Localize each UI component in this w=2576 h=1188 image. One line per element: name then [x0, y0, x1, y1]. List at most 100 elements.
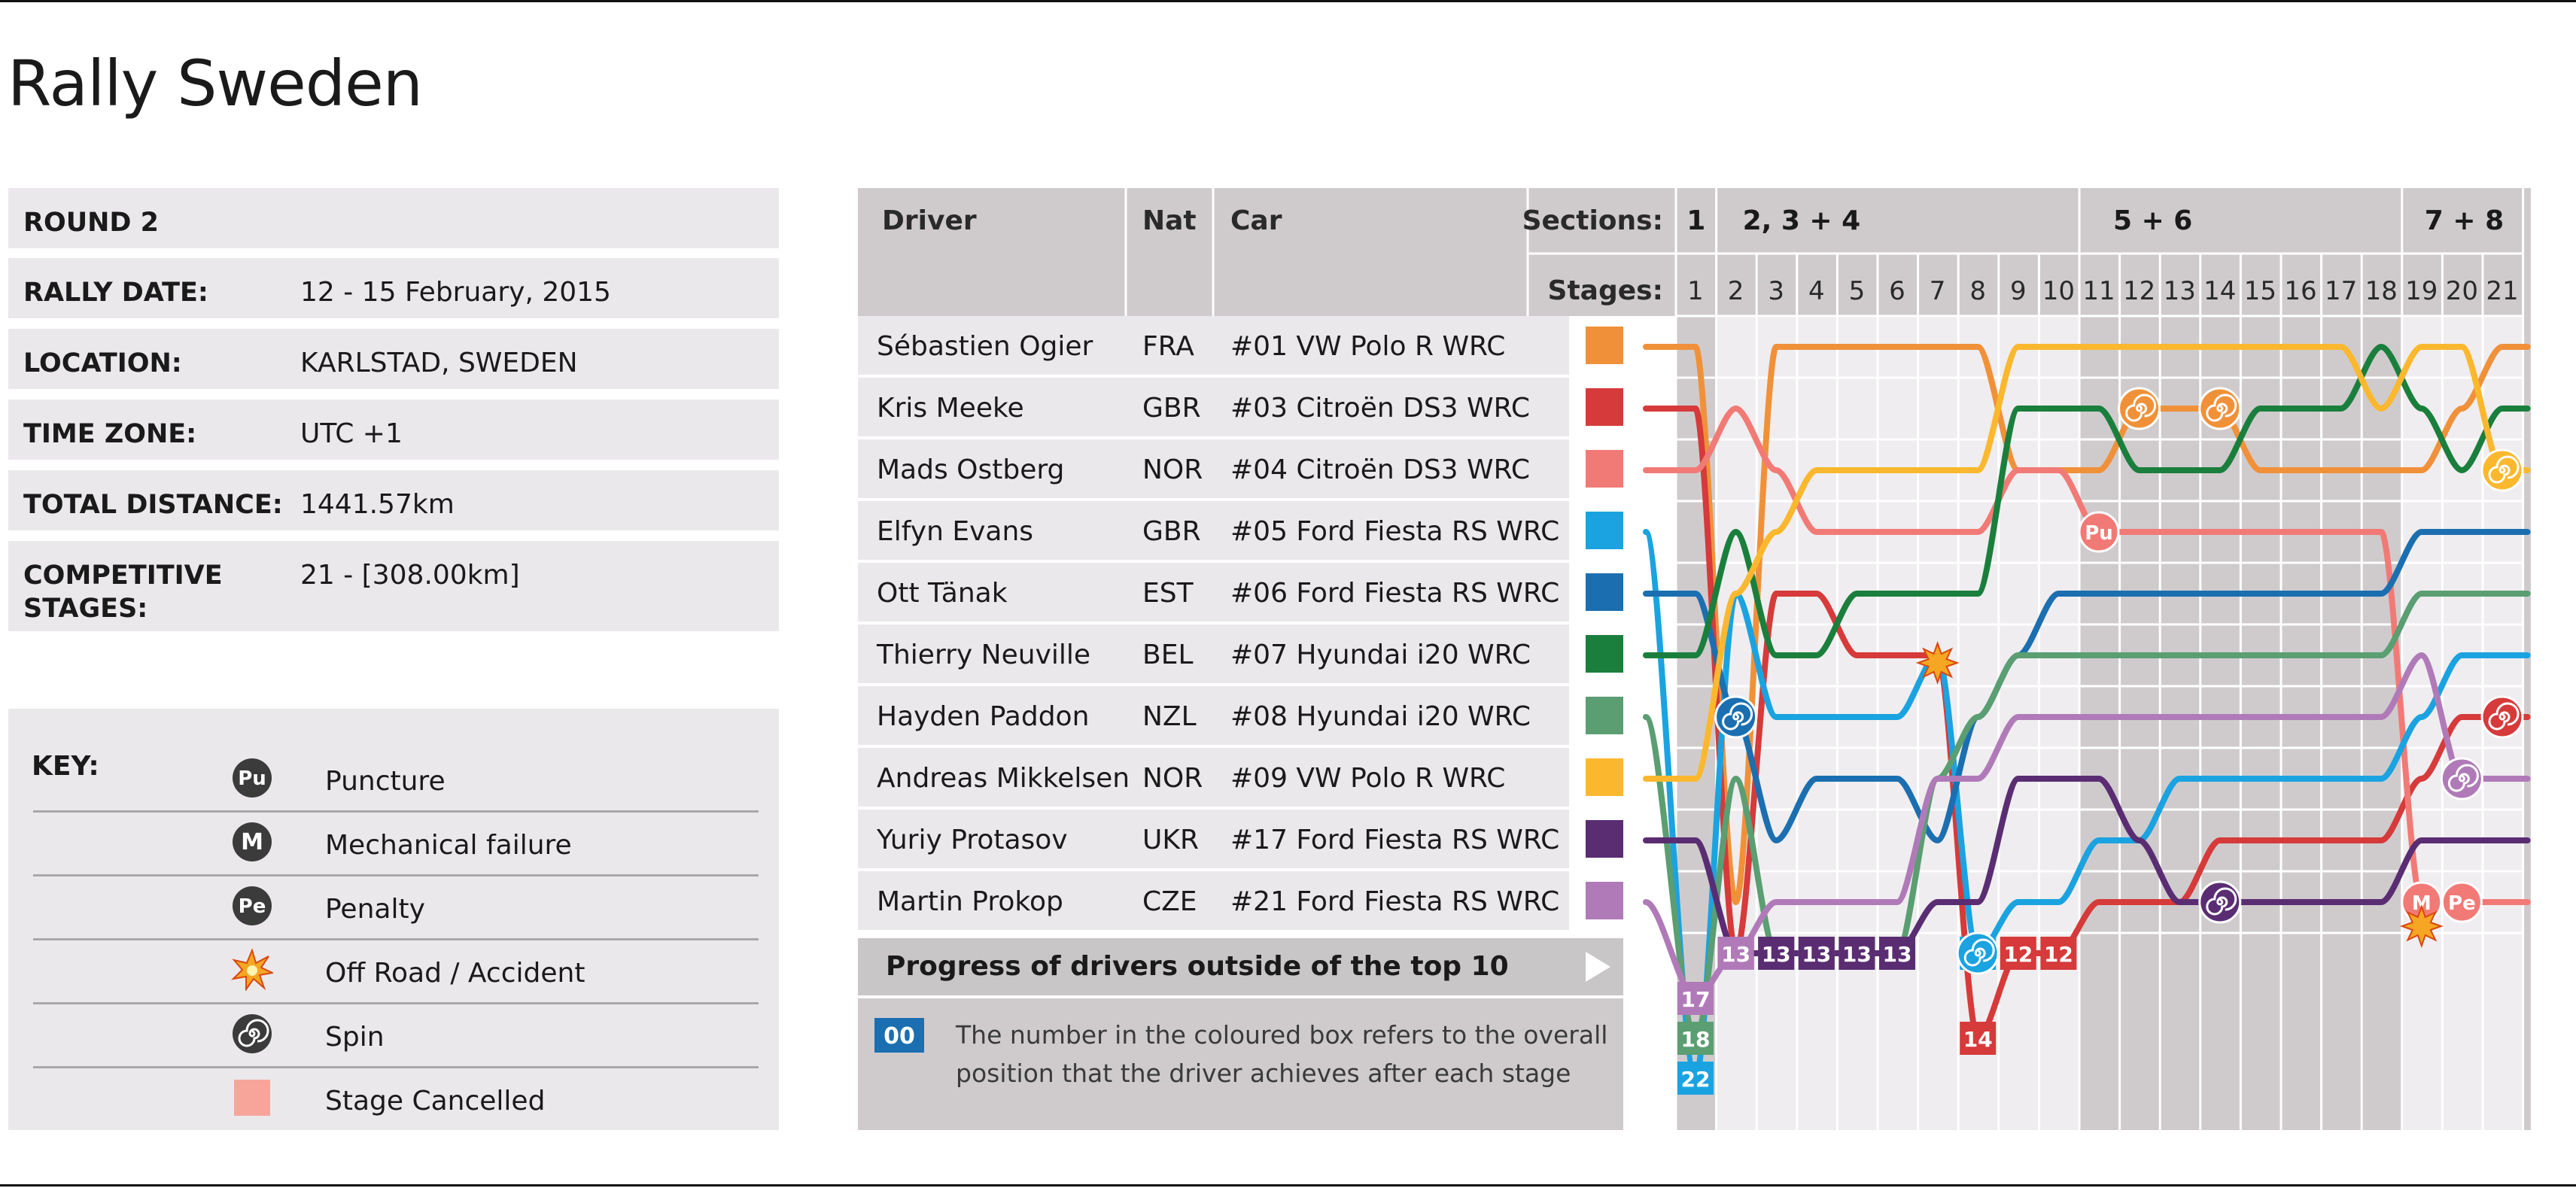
table-row — [858, 624, 1569, 683]
puncture-icon — [2078, 511, 2120, 553]
info-time-zone-value: UTC +1 — [300, 418, 403, 449]
stage-tick-label: 18 — [2365, 276, 2398, 306]
penalty-icon: Pe — [233, 886, 272, 925]
spin-icon-swirl — [1722, 702, 1753, 731]
penalty-icon — [2441, 881, 2483, 923]
play-arrow-icon — [1586, 952, 1610, 982]
spin-icon-swirl — [2488, 455, 2520, 484]
key-label-mechanical: Mechanical failure — [325, 830, 572, 861]
outside-position-box — [1758, 937, 1795, 970]
driver-color-box — [1586, 388, 1623, 426]
table-row — [858, 686, 1569, 745]
header-stages: Stages: — [1548, 275, 1663, 306]
accident-icon — [1915, 641, 1960, 685]
driver-color-box — [1586, 882, 1623, 919]
spin-icon-swirl — [2488, 702, 2520, 731]
outside-position-box — [2000, 937, 2036, 970]
outside-position-label: 13 — [1842, 942, 1872, 967]
stage-tick-label: 11 — [2082, 276, 2115, 306]
top-rule — [0, 0, 2576, 2]
info-location-label: LOCATION: — [23, 348, 182, 378]
svg-text:Pe: Pe — [239, 895, 266, 918]
key-title: KEY: — [32, 751, 99, 782]
outside-position-box — [2040, 937, 2077, 970]
spin-icon-swirl — [2206, 887, 2237, 916]
key-label-accident: Off Road / Accident — [325, 958, 585, 989]
driver-name: Martin Prokop — [877, 886, 1063, 917]
info-round: ROUND 2 — [8, 188, 779, 248]
driver-nat: NOR — [1142, 763, 1203, 794]
driver-name: Hayden Paddon — [877, 701, 1089, 732]
outside-position-label: 18 — [1681, 1027, 1711, 1052]
driver-car: #08 Hyundai i20 WRC — [1230, 701, 1531, 732]
outside-top10-bar — [858, 938, 1623, 995]
page-title: Rally Sweden — [8, 47, 423, 120]
position-label: 8 — [2538, 765, 2554, 794]
legend-note-line-1: The number in the coloured box refers to… — [955, 1020, 1607, 1050]
outside-position-label: 12 — [2044, 942, 2073, 967]
position-label: 6 — [2538, 642, 2554, 670]
accident-icon — [2399, 904, 2444, 948]
key-label-penalty: Penalty — [325, 894, 425, 925]
table-row — [858, 563, 1569, 621]
driver-name: Kris Meeke — [877, 393, 1024, 424]
stage-tick-label: 16 — [2284, 276, 2316, 306]
driver-color-box — [1586, 697, 1623, 734]
outside-position-box — [1717, 937, 1754, 970]
info-round-label: ROUND 2 — [23, 208, 160, 238]
puncture-icon-label: Pu — [2085, 522, 2113, 545]
stage-tick-label: 1 — [1687, 276, 1704, 306]
outside-position-box — [1838, 937, 1875, 970]
spin-icon-swirl — [2125, 393, 2157, 422]
driver-nat: NOR — [1142, 454, 1203, 485]
info-rally-date-value: 12 - 15 February, 2015 — [300, 277, 611, 308]
position-label: 2 — [2538, 395, 2554, 424]
header-car: Car — [1230, 205, 1282, 236]
accident-icon — [231, 949, 273, 991]
section-label: 2, 3 + 4 — [1743, 205, 1861, 236]
stage-tick-label: 9 — [2010, 276, 2027, 306]
position-label: 1 — [2538, 333, 2554, 362]
driver-name: Mads Ostberg — [877, 454, 1064, 485]
driver-color-box — [1586, 327, 1623, 364]
table-row — [858, 810, 1569, 868]
outside-position-box — [1879, 937, 1915, 970]
legend-number-box — [874, 1018, 924, 1053]
key-label-cancelled: Stage Cancelled — [325, 1086, 546, 1117]
driver-car: #01 VW Polo R WRC — [1230, 331, 1505, 362]
info-location-value: KARLSTAD, SWEDEN — [300, 348, 578, 378]
driver-name: Yuriy Protasov — [876, 825, 1068, 855]
outside-position-label: 12 — [2003, 942, 2033, 967]
stage-tick-label: 21 — [2486, 276, 2518, 306]
stage-tick-label: 17 — [2325, 276, 2357, 306]
driver-car: #03 Citroën DS3 WRC — [1230, 393, 1530, 424]
info-competitive-stages: COMPETITIVE STAGES: 21 - [308.00km] — [8, 541, 779, 631]
driver-nat: GBR — [1142, 516, 1201, 547]
outside-top10-title: Progress of drivers outside of the top 1… — [886, 951, 1509, 982]
driver-color-box — [1586, 758, 1623, 796]
position-label: 4 — [2538, 518, 2554, 547]
driver-color-box — [1586, 635, 1623, 673]
header-driver: Driver — [882, 205, 977, 236]
outside-position-box — [1798, 937, 1835, 970]
spin-icon — [233, 1014, 272, 1053]
outside-position-box — [1677, 982, 1714, 1015]
stage-tick-label: 14 — [2203, 276, 2236, 306]
driver-name: Andreas Mikkelsen — [877, 763, 1130, 794]
section-light-2-4 — [1716, 316, 2079, 1130]
driver-color-box — [1586, 512, 1623, 549]
driver-name: Thierry Neuville — [876, 640, 1090, 670]
key-panel: KEY: Pu Puncture M Mechanical failure Pe… — [8, 709, 779, 1130]
outside-position-label: 17 — [1681, 987, 1711, 1012]
outside-position-label: 13 — [1883, 942, 1912, 967]
driver-color-box — [1586, 573, 1623, 611]
position-header-background — [2523, 188, 2531, 316]
stage-tick-label: 20 — [2446, 276, 2478, 306]
legend-number-box-label: 00 — [884, 1023, 915, 1050]
driver-nat: FRA — [1142, 331, 1194, 362]
svg-text:M: M — [241, 829, 263, 855]
stage-tick-label: 10 — [2042, 276, 2075, 306]
info-time-zone-label: TIME ZONE: — [23, 419, 197, 449]
outside-position-box — [1677, 1062, 1714, 1095]
series-line — [1643, 344, 2531, 659]
